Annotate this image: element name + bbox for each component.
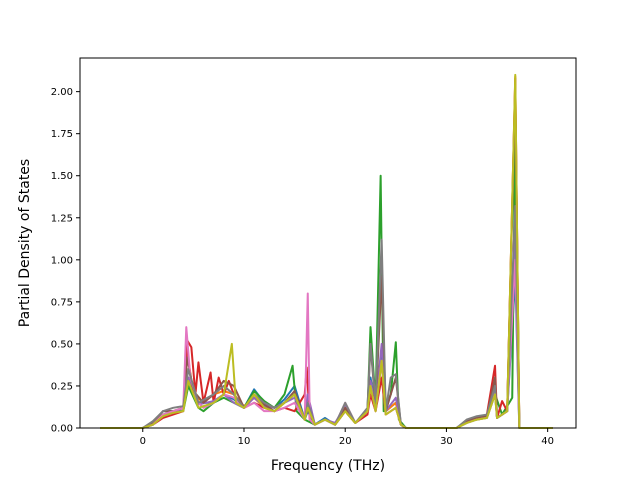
y-tick-label: 1.00 xyxy=(51,255,73,266)
plot-frame xyxy=(79,57,577,429)
series-line-9 xyxy=(100,73,553,429)
y-tick-label: 2.00 xyxy=(51,87,73,98)
y-tick-label: 0.00 xyxy=(51,424,73,435)
x-axis-ticks: 0 10 20 30 40 xyxy=(140,428,554,447)
y-tick-label: 0.50 xyxy=(51,339,73,350)
y-tick-label: 1.50 xyxy=(51,171,73,182)
x-axis-label: Frequency (THz) xyxy=(271,458,385,474)
y-axis-ticks: 0.00 0.25 0.50 0.75 1.00 1.25 1.50 1.75 2.00 xyxy=(51,87,80,435)
y-axis-label: Partial Density of States xyxy=(17,159,33,327)
y-tick-label: 0.25 xyxy=(51,381,73,392)
series-layer xyxy=(100,73,553,429)
y-tick-label: 1.25 xyxy=(51,213,73,224)
x-tick-label: 30 xyxy=(440,436,453,447)
x-tick-label: 0 xyxy=(140,436,146,447)
y-tick-label: 1.75 xyxy=(51,129,73,140)
x-tick-label: 10 xyxy=(238,436,251,447)
x-tick-label: 40 xyxy=(541,436,554,447)
x-tick-label: 20 xyxy=(339,436,352,447)
y-tick-label: 0.75 xyxy=(51,297,73,308)
